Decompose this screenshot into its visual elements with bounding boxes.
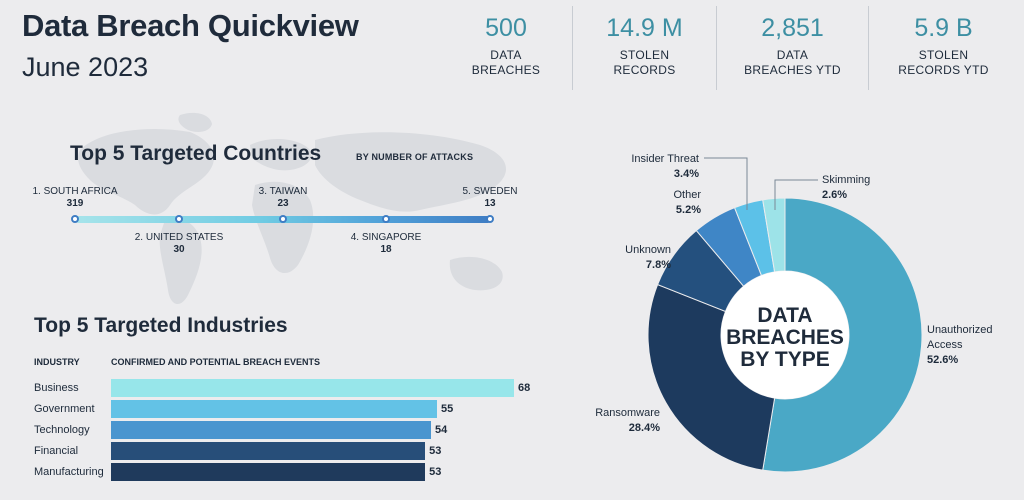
industry-bar — [111, 463, 426, 481]
stat-value: 500 — [485, 14, 527, 42]
events-column-header: CONFIRMED AND POTENTIAL BREACH EVENTS — [111, 357, 321, 367]
country-label: 2. UNITED STATES 30 — [109, 232, 249, 256]
slice-category: Insider Threat — [631, 153, 699, 165]
country-attack-count: 30 — [173, 244, 185, 255]
country-name: 4. SINGAPORE — [350, 232, 422, 243]
donut-slice-label: Other 5.2% — [673, 188, 701, 218]
slice-category: Access — [927, 339, 963, 351]
stat-value: 14.9 M — [606, 14, 683, 42]
country-name: 1. SOUTH AFRICA — [32, 186, 118, 197]
country-label: 3. TAIWAN 23 — [213, 186, 353, 210]
slice-category: Ransomware — [595, 407, 660, 419]
stats-row: 500 DATA BREACHES 14.9 M STOLEN RECORDS … — [440, 6, 1024, 90]
page-title: Data Breach Quickview — [22, 8, 359, 43]
donut-hole — [721, 271, 849, 399]
industry-bar — [111, 421, 432, 439]
industry-bar — [111, 442, 426, 460]
stat-label-line: DATA — [490, 48, 522, 62]
timeline-dot — [71, 215, 79, 223]
donut-slice-label: Insider Threat 3.4% — [631, 152, 699, 182]
slice-percent: 52.6% — [927, 354, 959, 366]
donut-slice-label: Skimming 2.6% — [822, 173, 870, 203]
stat-label-line: BREACHES — [471, 63, 541, 77]
donut-center-text: DATA BREACHES BY TYPE — [700, 305, 870, 371]
industry-column-header: INDUSTRY — [34, 357, 80, 367]
country-label: 5. SWEDEN 13 — [420, 186, 560, 210]
stat-stolen-records-ytd: 5.9 B STOLEN RECORDS YTD — [868, 6, 1018, 90]
slice-percent: 28.4% — [628, 422, 660, 434]
stat-label-line: STOLEN — [918, 48, 969, 62]
slice-category: Unauthorized — [927, 324, 993, 336]
slice-category: Unknown — [625, 244, 671, 256]
stat-label: DATA BREACHES YTD — [717, 48, 868, 78]
breach-type-donut-chart — [647, 197, 923, 473]
slice-percent: 5.2% — [675, 204, 701, 216]
stat-label-line: RECORDS YTD — [898, 63, 989, 77]
stat-data-breaches-ytd: 2,851 DATA BREACHES YTD — [716, 6, 868, 90]
stat-label: STOLEN RECORDS YTD — [869, 48, 1018, 78]
country-name: 5. SWEDEN — [462, 186, 518, 197]
country-attack-count: 13 — [484, 198, 496, 209]
slice-category: Skimming — [822, 174, 871, 186]
industry-value: 53 — [429, 445, 442, 457]
timeline-dot — [486, 215, 494, 223]
country-label: 4. SINGAPORE 18 — [316, 232, 456, 256]
country-attack-count: 319 — [66, 198, 84, 209]
industry-label: Government — [34, 403, 95, 415]
donut-slice-label: Unauthorized Access 52.6% — [927, 323, 992, 368]
slice-percent: 3.4% — [673, 168, 699, 180]
industry-bar — [111, 379, 514, 397]
industry-label: Business — [34, 382, 79, 394]
stat-value: 2,851 — [761, 14, 824, 42]
stat-label-line: DATA — [776, 48, 809, 62]
stat-data-breaches: 500 DATA BREACHES — [440, 6, 572, 90]
donut-center-line: BREACHES — [726, 326, 844, 349]
stat-stolen-records: 14.9 M STOLEN RECORDS — [572, 6, 716, 90]
industry-label: Financial — [34, 445, 79, 457]
world-map-background — [78, 112, 507, 305]
industry-value: 53 — [429, 466, 442, 478]
industry-value: 55 — [440, 403, 454, 415]
stat-label-line: BREACHES YTD — [744, 63, 841, 77]
stat-value: 5.9 B — [914, 14, 973, 42]
slice-percent: 7.8% — [645, 259, 671, 271]
country-name: 2. UNITED STATES — [134, 232, 224, 243]
donut-center-line: BY TYPE — [740, 348, 830, 371]
country-attack-count: 18 — [380, 244, 392, 255]
donut-slice-label: Unknown 7.8% — [625, 243, 671, 273]
countries-title: Top 5 Targeted Countries — [70, 142, 322, 165]
country-label: 1. SOUTH AFRICA 319 — [5, 186, 145, 210]
donut-center-line: DATA — [757, 304, 813, 327]
slice-percent: 2.6% — [822, 189, 848, 201]
country-name: 3. TAIWAN — [258, 186, 308, 197]
industry-value: 54 — [435, 424, 448, 436]
stat-label: STOLEN RECORDS — [573, 48, 716, 78]
industry-label: Manufacturing — [34, 466, 104, 478]
stat-label-line: STOLEN — [619, 48, 670, 62]
timeline-dot — [175, 215, 183, 223]
country-attack-count: 23 — [277, 198, 289, 209]
countries-subtitle: BY NUMBER OF ATTACKS — [356, 152, 474, 162]
industry-value: 68 — [518, 382, 531, 394]
stat-label-line: RECORDS — [613, 63, 676, 77]
slice-category: Other — [673, 189, 701, 201]
page-subtitle: June 2023 — [22, 52, 149, 82]
timeline-dot — [382, 215, 390, 223]
stat-label: DATA BREACHES — [440, 48, 572, 78]
timeline-dot — [279, 215, 287, 223]
industries-title: Top 5 Targeted Industries — [34, 314, 288, 337]
industry-bar — [111, 400, 437, 418]
industry-label: Technology — [34, 424, 90, 436]
donut-slice-label: Ransomware 28.4% — [595, 406, 660, 436]
